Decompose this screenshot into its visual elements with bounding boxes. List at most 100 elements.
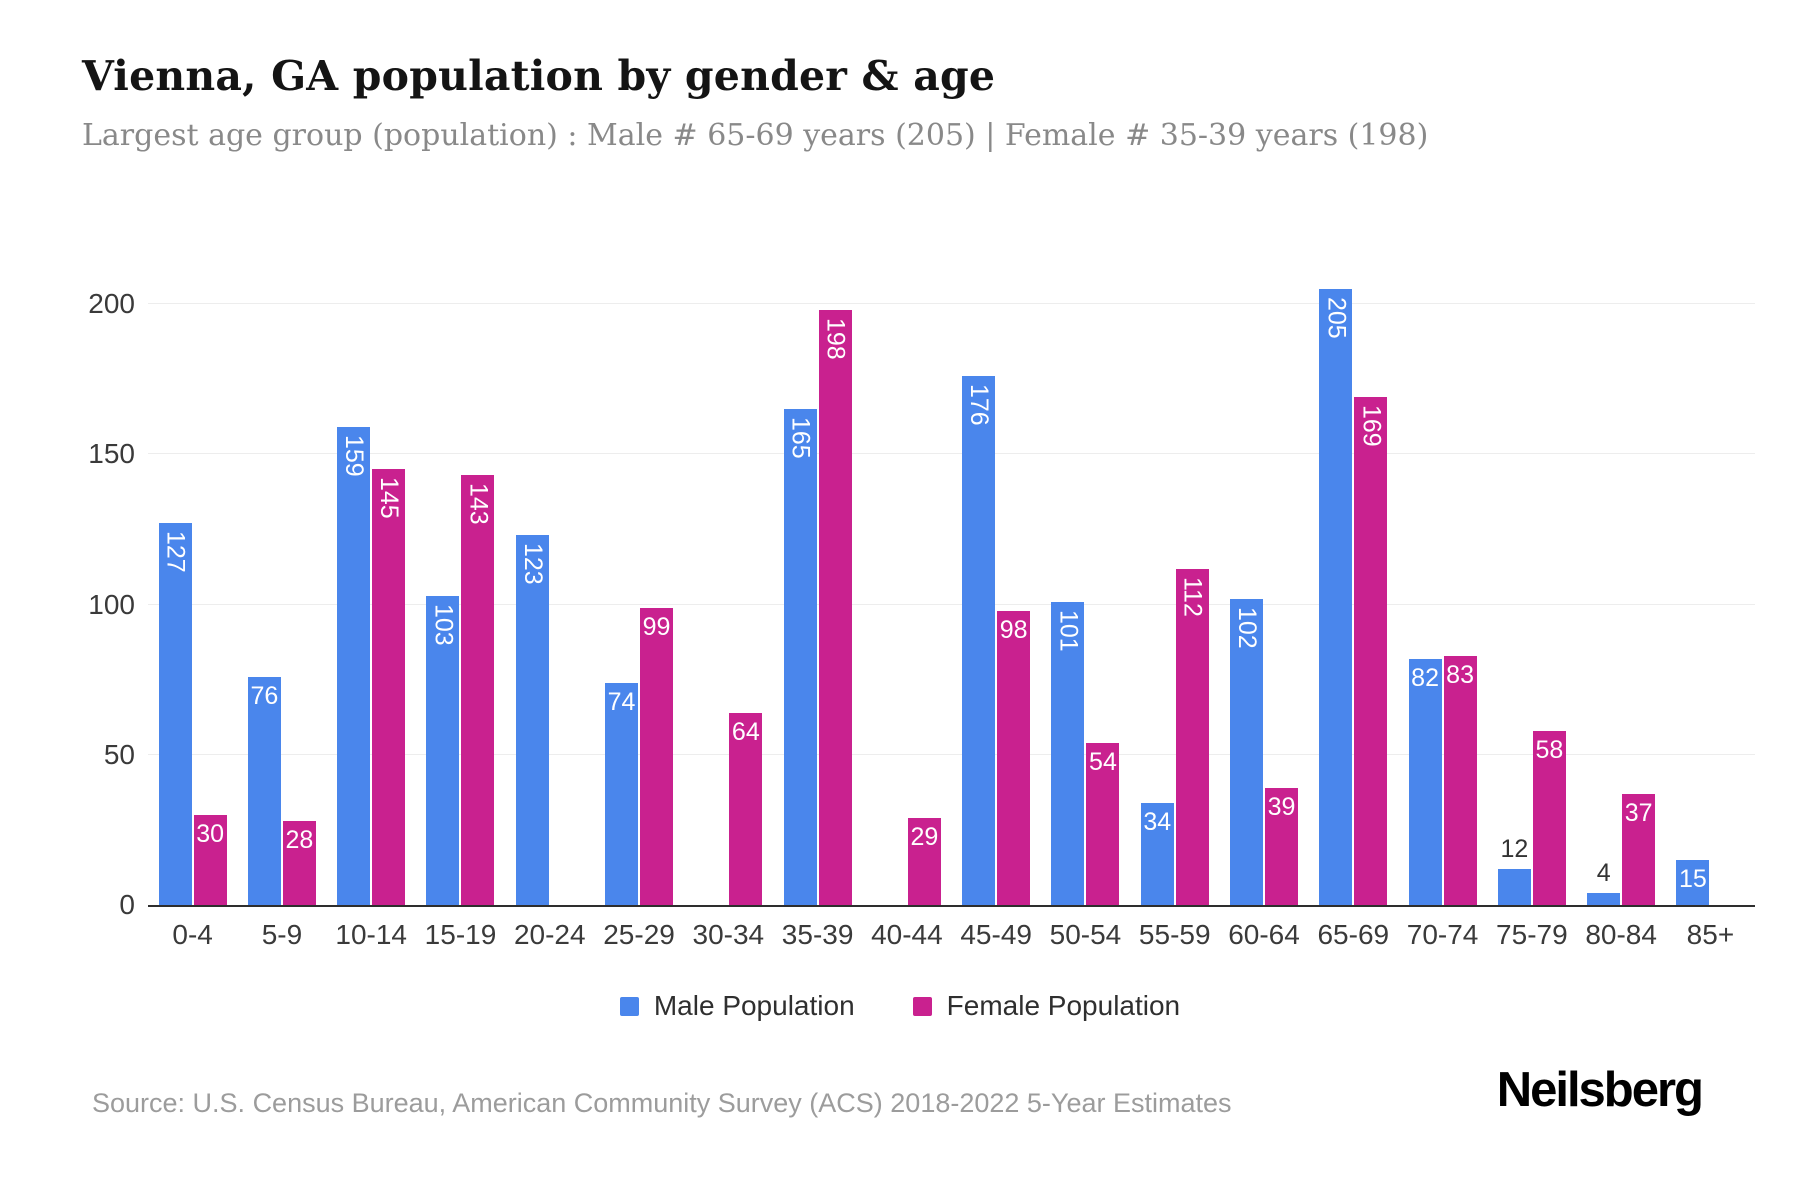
female-bar: 28 [282,820,316,905]
male-bar: 205 [1319,289,1353,905]
x-tick-label: 65-69 [1317,919,1390,950]
bar-value-label: 28 [285,825,314,854]
x-tick-label: 25-29 [603,919,675,950]
x-tick-label: 0-4 [172,919,213,950]
bar-value-label: 64 [731,717,760,746]
female-bar: 99 [640,607,674,905]
bar-value-label: 76 [250,681,279,710]
bar-value-label: 127 [161,531,190,574]
gridline [148,303,1755,305]
bar-value-label: 198 [821,318,850,360]
bar-groups: 127 30 0-4 76 28 5-9 159 145 10-14 103 143 15-19 123… [148,250,1755,950]
male-bar: 4 [1587,859,1621,905]
x-tick-label: 85+ [1686,919,1735,950]
female-bar: 98 [997,610,1031,905]
bar-value-label: 112 [1178,576,1207,617]
bar-group: 15 85+ [1666,250,1755,950]
male-bar: 76 [247,676,281,905]
legend-label: Male Population [653,990,855,1021]
chart-subtitle: Largest age group (population) : Male # … [82,118,1429,153]
bar-group: 127 30 0-4 [148,250,237,950]
male-bar: 12 [1497,835,1531,905]
legend-label: Female Population [946,990,1181,1021]
bar-value-label: 103 [429,603,458,646]
bar-value-label: 39 [1267,792,1296,821]
bar-value-label: 74 [607,687,636,716]
bar-group: 64 30-34 [684,250,773,950]
legend: Male Population Female Population [0,990,1800,1022]
male-bar: 123 [515,535,549,905]
female-bar: 30 [193,814,227,905]
x-tick-label: 30-34 [692,919,765,950]
female-bar: 39 [1265,787,1299,905]
x-tick-label: 75-79 [1496,919,1568,950]
male-bar: 102 [1230,598,1264,905]
bar-value-label: 54 [1089,747,1117,776]
gridline [148,603,1755,605]
bar-group: 82 83 70-74 [1398,250,1487,950]
gridline [148,453,1755,455]
female-bar: 54 [1086,742,1120,905]
x-tick-label: 10-14 [335,919,408,950]
male-bar: 103 [426,595,460,905]
x-tick-label: 55-59 [1138,919,1211,950]
bar-value-label: 34 [1143,807,1172,836]
male-bar: 82 [1408,658,1442,905]
bar-group: 12 58 75-79 [1487,250,1576,950]
bar-value-label: 102 [1233,606,1262,649]
plot-area: 127 30 0-4 76 28 5-9 159 145 10-14 103 143 15-19 123… [148,250,1755,950]
bar-group: 102 39 60-64 [1219,250,1308,950]
bar-group: 103 143 15-19 [416,250,505,950]
bar-value-label: 101 [1054,609,1083,652]
bar-value-label: 98 [999,615,1028,644]
x-tick-label: 45-49 [960,919,1032,950]
y-axis: 0 50 100 150 200 [50,250,135,920]
x-tick-label: 5-9 [261,919,303,950]
y-tick-label: 200 [88,288,135,320]
x-tick-label: 15-19 [424,919,497,950]
bar-value-label: 82 [1411,663,1439,692]
female-bar: 58 [1532,730,1566,905]
male-bar: 159 [337,427,371,905]
bar-group: 205 169 65-69 [1309,250,1398,950]
bar-group: 34 112 55-59 [1130,250,1219,950]
male-bar: 127 [158,523,192,905]
x-tick-label: 70-74 [1406,919,1479,950]
x-tick-label: 40-44 [871,919,943,950]
x-tick-label: 60-64 [1228,919,1300,950]
bar-value-label: 143 [464,483,493,526]
female-bar: 83 [1443,655,1477,905]
female-bar: 145 [372,469,406,905]
y-tick-label: 0 [119,889,135,920]
bar-value-label: 99 [642,612,671,641]
male-bar: 165 [783,409,817,905]
bar-value-label: 169 [1357,405,1386,447]
x-tick-label: 35-39 [781,919,854,950]
source-text: Source: U.S. Census Bureau, American Com… [92,1088,1232,1118]
bar-group: 123 20-24 [505,250,594,950]
bar-value-label: 30 [196,819,225,848]
bar-value-label: 123 [518,543,547,586]
male-bar: 74 [605,682,639,905]
male-bar: 176 [962,376,996,905]
bar-value-label: 29 [910,822,939,851]
bar-group: 76 28 5-9 [237,250,326,950]
male-bar: 15 [1676,859,1710,905]
bar-group: 29 40-44 [862,250,951,950]
bar-value-label: 205 [1322,297,1351,339]
legend-item-female: Female Population [912,990,1181,1022]
female-bar: 198 [818,310,852,905]
brand-logo: Neilsberg [1496,1063,1704,1117]
female-bar: 112 [1175,568,1209,905]
female-bar: 64 [729,712,763,905]
y-tick-label: 50 [103,738,135,770]
gridline [148,753,1755,755]
female-bar: 143 [461,475,495,905]
chart-title: Vienna, GA population by gender & age [82,52,996,100]
y-tick-label: 100 [88,588,135,620]
bar-value-label: 83 [1446,660,1474,689]
bar-value-label: 159 [340,435,369,477]
legend-swatch-icon [619,996,639,1016]
male-bar: 101 [1051,601,1085,905]
